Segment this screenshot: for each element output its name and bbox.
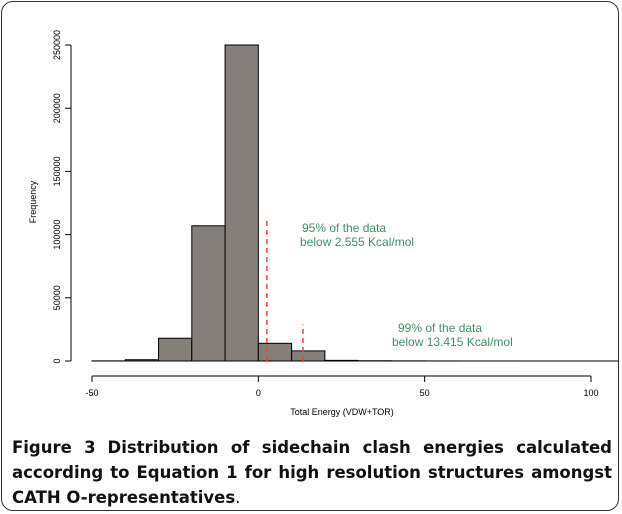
- bar: [257, 342, 293, 362]
- x-tick-label: 100: [583, 388, 598, 398]
- bar: [191, 225, 226, 362]
- y-tick-label: 0: [52, 358, 62, 363]
- annotation: below 13.415 Kcal/mol: [392, 335, 513, 349]
- y-tick-label: 150000: [52, 156, 62, 186]
- x-axis-title: Total Energy (VDW+TOR): [290, 407, 394, 417]
- caption-text: Distribution of sidechain clash energies…: [12, 438, 612, 507]
- bar: [224, 44, 259, 362]
- caption-label: Figure 3: [12, 438, 96, 457]
- bar: [124, 359, 160, 362]
- x-tick-label: 50: [420, 388, 430, 398]
- y-tick-label: 200000: [52, 93, 62, 123]
- annotation: below 2.555 Kcal/mol: [300, 235, 414, 249]
- chart: Total Energy (VDW+TOR) Frequency -50 0 50 1…: [28, 30, 618, 417]
- x-tick-label: -50: [85, 388, 98, 398]
- y-tick-label: 100000: [52, 220, 62, 250]
- bar: [291, 350, 326, 362]
- y-tick-label: 250000: [52, 30, 62, 60]
- annotation: 95% of the data: [302, 221, 386, 235]
- y-axis-title: Frequency: [28, 180, 38, 223]
- bar: [158, 337, 193, 362]
- x-tick-label: 0: [256, 388, 261, 398]
- caption: Figure 3 Distribution of sidechain clash…: [12, 435, 612, 510]
- caption-end: .: [235, 488, 241, 507]
- y-tick-label: 50000: [52, 285, 62, 310]
- bar: [324, 359, 359, 362]
- annotation: 99% of the data: [398, 321, 482, 335]
